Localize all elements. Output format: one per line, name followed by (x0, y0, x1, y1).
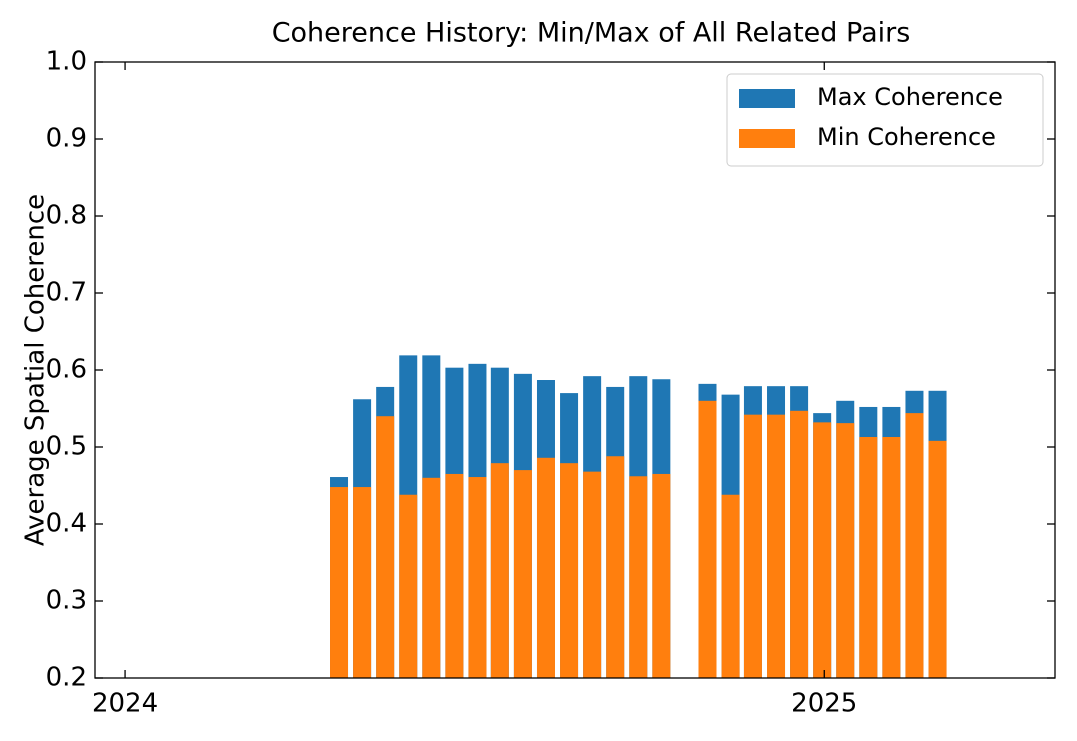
bar (583, 471, 602, 678)
bar (422, 477, 441, 678)
bar (606, 456, 625, 678)
bar (629, 476, 648, 678)
bar (767, 414, 786, 678)
y-tick-label: 0.6 (46, 355, 87, 385)
y-tick-label: 0.5 (46, 432, 87, 462)
legend-swatch (739, 129, 795, 148)
y-axis-label: Average Spatial Coherence (21, 194, 51, 546)
x-tick-label: 2025 (791, 689, 857, 719)
bar (399, 494, 418, 678)
y-tick-label: 0.8 (46, 201, 87, 231)
y-tick-label: 0.9 (46, 124, 87, 154)
bar (698, 400, 717, 678)
bar (721, 494, 740, 678)
bar (513, 470, 532, 678)
bar (353, 487, 372, 678)
bar (536, 457, 555, 678)
legend-label: Max Coherence (817, 83, 1003, 111)
y-tick-label: 0.7 (46, 278, 87, 308)
y-tick-label: 0.3 (46, 586, 87, 616)
bar (859, 436, 878, 678)
legend-swatch (739, 89, 795, 108)
bar (652, 473, 671, 678)
bar (445, 473, 464, 678)
y-tick-label: 0.4 (46, 509, 87, 539)
bar (490, 463, 509, 678)
y-tick-label: 0.2 (46, 663, 87, 693)
bar (813, 422, 832, 678)
bar (376, 416, 395, 678)
bar (468, 477, 487, 678)
legend-label: Min Coherence (817, 123, 996, 151)
bar (330, 487, 349, 678)
x-tick-label: 2024 (92, 689, 158, 719)
chart-title: Coherence History: Min/Max of All Relate… (272, 18, 911, 49)
bar (836, 423, 855, 678)
legend-box (726, 73, 1044, 167)
bar (882, 436, 901, 678)
bar (790, 410, 809, 678)
bar (743, 414, 762, 678)
y-tick-label: 1.0 (46, 47, 87, 77)
bar (928, 440, 947, 678)
bar (905, 413, 924, 678)
bar (560, 463, 579, 678)
